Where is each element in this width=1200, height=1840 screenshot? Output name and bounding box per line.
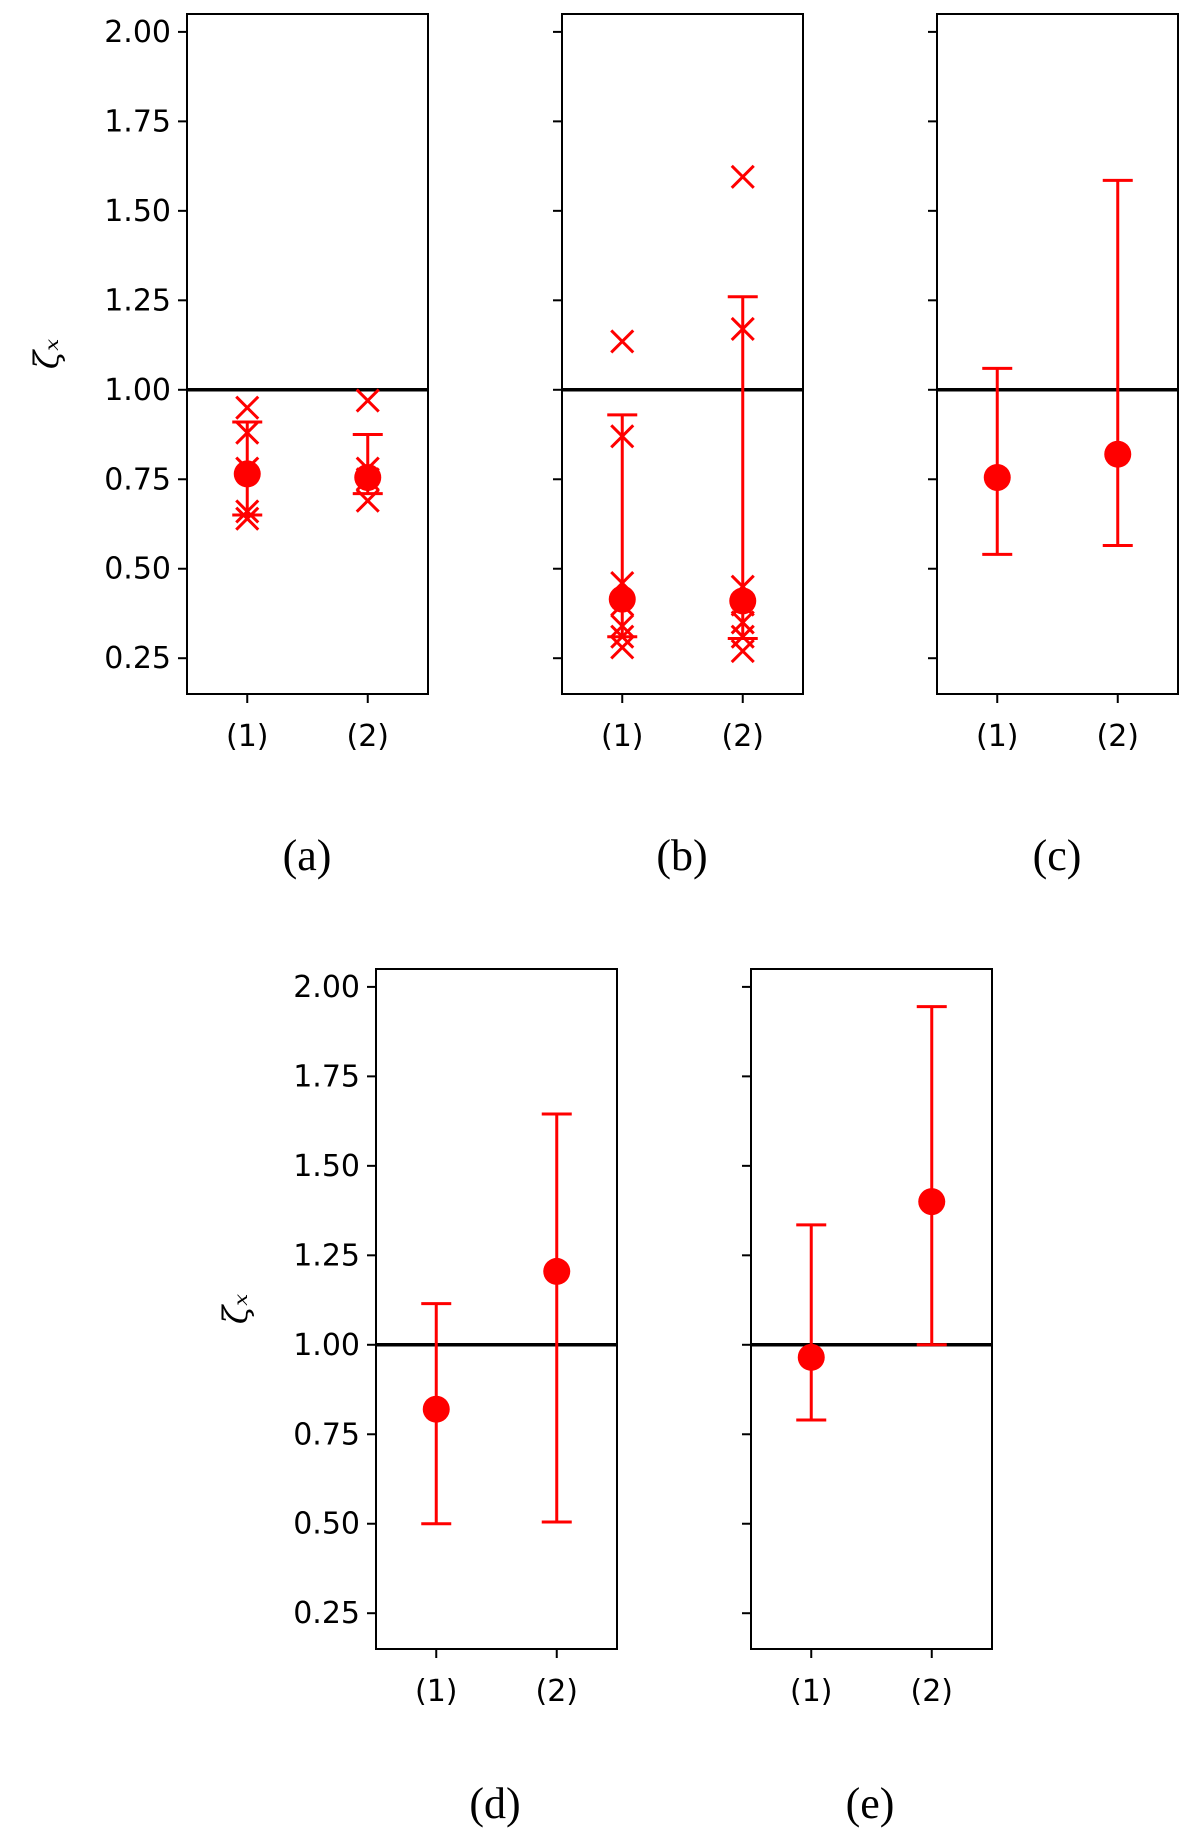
y-tick-label: 0.50 bbox=[104, 552, 171, 587]
y-tick-label: 1.25 bbox=[104, 283, 171, 318]
axes-frame bbox=[936, 13, 1179, 695]
panel-caption: (a) bbox=[283, 831, 332, 880]
mean-point bbox=[918, 1188, 946, 1216]
sample-marker bbox=[610, 329, 635, 354]
sample-marker bbox=[730, 316, 755, 342]
x-tick-label: (2) bbox=[722, 719, 765, 754]
y-tick-label: 1.00 bbox=[104, 373, 171, 408]
axes-frame bbox=[375, 968, 618, 1650]
axes-frame bbox=[561, 13, 804, 695]
sample-marker bbox=[235, 395, 260, 420]
error-bar bbox=[982, 366, 1013, 556]
y-tick-label: 1.50 bbox=[104, 194, 171, 229]
y-tick-label: 0.25 bbox=[104, 641, 171, 676]
x-tick-label: (2) bbox=[911, 1674, 954, 1709]
panel-caption: (c) bbox=[1033, 831, 1082, 880]
error-bar bbox=[916, 1005, 947, 1347]
y-tick-label: 0.75 bbox=[293, 1417, 360, 1452]
axes-frame bbox=[750, 968, 993, 1650]
panel-caption: (e) bbox=[846, 1779, 895, 1828]
y-axis-label: ζₓ bbox=[27, 339, 67, 370]
sample-marker bbox=[235, 506, 260, 531]
y-tick-label: 1.00 bbox=[293, 1328, 360, 1363]
mean-point bbox=[983, 463, 1011, 491]
y-tick-label: 0.75 bbox=[104, 462, 171, 497]
sample-marker bbox=[610, 624, 635, 649]
y-tick-label: 2.00 bbox=[293, 970, 360, 1005]
mean-point bbox=[797, 1343, 825, 1371]
sample-marker bbox=[235, 420, 260, 445]
error-bar bbox=[796, 1223, 827, 1422]
sample-marker bbox=[610, 424, 635, 449]
mean-point bbox=[422, 1395, 450, 1423]
error-bar bbox=[541, 1112, 572, 1524]
sample-marker bbox=[730, 638, 755, 664]
x-tick-label: (2) bbox=[536, 1674, 579, 1709]
mean-point bbox=[233, 460, 261, 488]
x-tick-label: (2) bbox=[1097, 719, 1140, 754]
y-tick-label: 0.25 bbox=[293, 1596, 360, 1631]
y-tick-label: 1.50 bbox=[293, 1149, 360, 1184]
mean-point bbox=[543, 1257, 571, 1285]
sample-marker bbox=[355, 388, 380, 413]
mean-point bbox=[1104, 440, 1132, 468]
panel-d: 0.25 0.50 0.75 1.00 1.25 1.50 1.75 2.00 (1) (2) ζₓ… bbox=[216, 968, 618, 1828]
x-tick-label: (1) bbox=[415, 1674, 458, 1709]
sample-marker bbox=[235, 499, 260, 524]
panel-a: 0.25 0.50 0.75 1.00 1.25 1.50 1.75 2.00 (1) (2) ζₓ… bbox=[27, 13, 429, 880]
sample-marker bbox=[610, 613, 635, 639]
sample-marker bbox=[730, 164, 755, 189]
y-axis-label: ζₓ bbox=[216, 1294, 256, 1325]
mean-point bbox=[729, 587, 757, 615]
panel-c: (1) (2) (c) bbox=[928, 13, 1179, 880]
x-tick-label: (1) bbox=[790, 1674, 833, 1709]
panel-e: (1) (2) (e) bbox=[742, 968, 993, 1828]
x-tick-label: (2) bbox=[347, 719, 390, 754]
x-tick-label: (1) bbox=[976, 719, 1019, 754]
mean-point bbox=[354, 463, 382, 491]
y-tick-label: 0.50 bbox=[293, 1507, 360, 1542]
y-tick-label: 2.00 bbox=[104, 15, 171, 50]
y-tick-label: 1.75 bbox=[293, 1059, 360, 1094]
panel-caption: (d) bbox=[469, 1779, 520, 1828]
panel-caption: (b) bbox=[656, 831, 707, 880]
error-bar bbox=[1102, 178, 1133, 547]
y-tick-label: 1.75 bbox=[104, 104, 171, 139]
axes-frame bbox=[186, 13, 429, 695]
sample-marker bbox=[355, 488, 380, 513]
x-tick-label: (1) bbox=[601, 719, 644, 754]
y-tick-label: 1.25 bbox=[293, 1238, 360, 1273]
x-tick-label: (1) bbox=[226, 719, 269, 754]
mean-point bbox=[608, 585, 636, 613]
panel-b: (1) (2) (b) bbox=[553, 13, 804, 880]
sample-marker bbox=[610, 635, 635, 660]
